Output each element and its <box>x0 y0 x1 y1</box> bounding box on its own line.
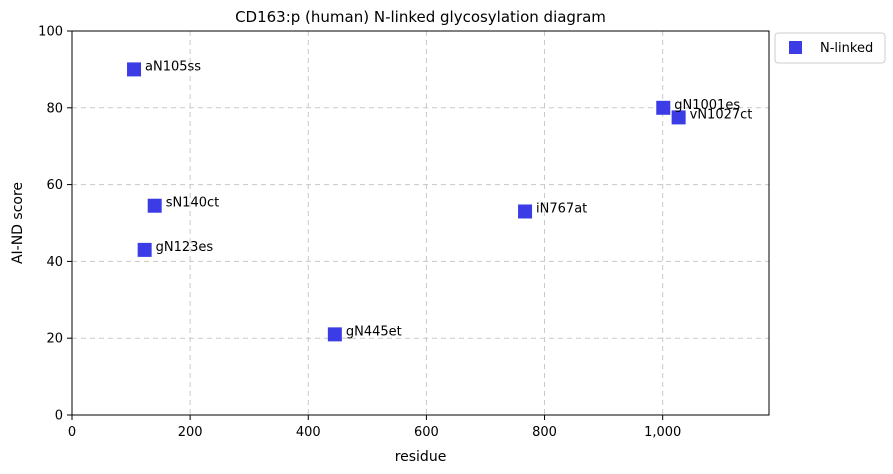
data-point-marker <box>127 62 142 77</box>
x-tick-label: 600 <box>414 425 439 440</box>
plot-area-frame <box>71 30 770 416</box>
point-label: sN140ct <box>166 196 220 211</box>
y-tick-label: 20 <box>46 332 63 347</box>
chart-title: CD163:p (human) N-linked glycosylation d… <box>235 8 606 26</box>
point-label: aN105ss <box>145 59 201 74</box>
y-tick-label: 80 <box>46 101 63 116</box>
x-axis-label: residue <box>395 449 447 465</box>
x-tick-label: 800 <box>532 425 557 440</box>
y-tick-label: 40 <box>46 255 63 270</box>
point-label: iN767at <box>536 201 587 216</box>
legend-marker-n-linked <box>789 41 802 54</box>
point-label: gN123es <box>156 240 214 255</box>
point-label: gN445et <box>346 324 402 339</box>
legend-box <box>774 32 886 64</box>
data-point-marker <box>518 204 533 219</box>
y-axis-label: AI-ND score <box>10 182 26 264</box>
data-point-marker <box>671 110 686 125</box>
x-tick-label: 400 <box>296 425 321 440</box>
x-tick-label: 0 <box>68 425 76 440</box>
legend-label-n-linked: N-linked <box>820 41 873 56</box>
data-point-marker <box>656 100 671 115</box>
point-labels: aN105ss gN123es sN140ct gN445et iN767at gN100… <box>145 59 752 339</box>
y-tick-label: 100 <box>38 25 63 40</box>
data-point-marker <box>147 198 162 213</box>
y-tick-label: 60 <box>46 178 63 193</box>
x-tick-label: 1,000 <box>644 425 681 440</box>
axis-ticks: 0 200 400 600 800 1,000 0 20 40 60 80 100 <box>38 25 681 441</box>
grid-lines <box>72 31 769 415</box>
x-tick-label: 200 <box>178 425 203 440</box>
point-label: vN1027ct <box>690 107 753 122</box>
data-point-marker <box>327 327 342 342</box>
data-point-marker <box>137 242 152 257</box>
point-label: gN1001es <box>674 98 740 113</box>
data-points <box>127 62 686 342</box>
legend: N-linked <box>774 32 886 64</box>
y-tick-label: 0 <box>55 409 63 424</box>
